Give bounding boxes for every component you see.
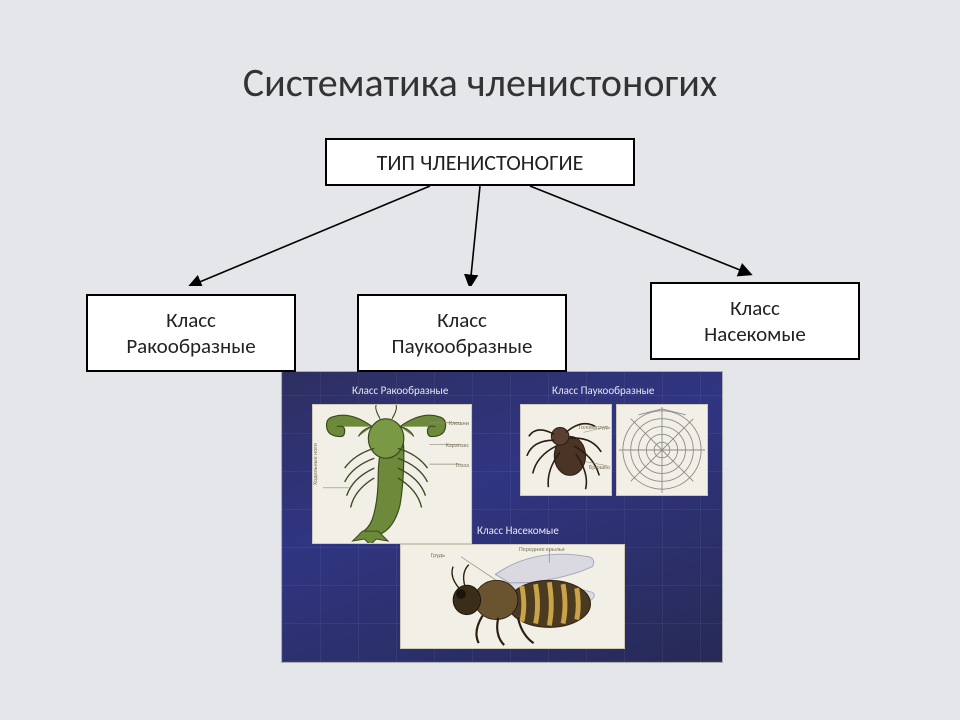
bee-card: Передние крылья Грудь (400, 544, 625, 649)
arrows-layer (0, 186, 960, 286)
callout-text: Головогрудь (579, 423, 610, 431)
spider-card: Головогрудь Брюшко (520, 404, 612, 496)
root-node: ТИП ЧЛЕНИСТОНОГИЕ (325, 138, 635, 186)
spiderweb-icon (619, 407, 705, 493)
slide-title: Систематика членистоногих (0, 58, 960, 107)
class-node-insecta: Класс Насекомые (650, 282, 860, 360)
illustration-panel: Класс Ракообразные Класс Паукообразные К… (282, 372, 722, 662)
panel-label-insecta: Класс Насекомые (477, 524, 559, 537)
callout-text: Ходильные ноги (311, 443, 319, 485)
spider-icon (527, 424, 607, 489)
callout-text: Брюшко (589, 463, 610, 471)
class-node-arachnida: Класс Паукообразные (357, 294, 567, 372)
callout-text: Глаза (456, 461, 469, 469)
callout-text: Клешни (449, 419, 469, 427)
callout-text: Грудь (431, 551, 445, 559)
panel-label-arachnida: Класс Паукообразные (552, 384, 654, 397)
class-node-label: Класс Насекомые (704, 295, 806, 348)
panel-label-crustacea: Класс Ракообразные (352, 384, 448, 397)
callout-text: Передние крылья (519, 545, 565, 553)
bee-icon (452, 549, 594, 645)
class-node-label: Класс Паукообразные (392, 307, 533, 360)
class-node-label: Класс Ракообразные (126, 307, 255, 360)
class-node-crustacea: Класс Ракообразные (86, 294, 296, 372)
crayfish-icon (323, 405, 461, 543)
callout-text: Карапакс (446, 441, 469, 449)
root-node-label: ТИП ЧЛЕНИСТОНОГИЕ (377, 149, 584, 176)
crayfish-card: Ходильные ноги Клешни Карапакс Глаза (312, 404, 472, 544)
spiderweb-card (616, 404, 708, 496)
